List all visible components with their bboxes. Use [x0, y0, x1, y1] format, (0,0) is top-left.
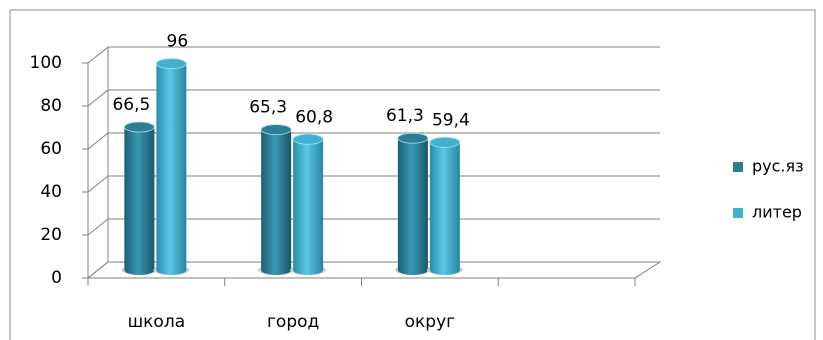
grid-diag [87, 46, 109, 64]
legend-label: рус.яз [752, 157, 804, 176]
grid-diag [87, 175, 109, 193]
bar [156, 63, 187, 275]
chart-frame [9, 9, 816, 340]
legend-label: литер [752, 203, 802, 222]
bar-top [429, 136, 461, 148]
bar-top [397, 132, 429, 144]
legend-swatch [733, 208, 743, 218]
grid-diag [87, 89, 109, 107]
y-tick-label: 80 [40, 96, 62, 116]
x-tick-label: школа [128, 312, 186, 332]
data-label: 66,5 [112, 95, 150, 115]
grid-diag [87, 218, 109, 236]
y-tick-label: 40 [40, 182, 62, 202]
bar [124, 127, 155, 276]
data-label: 59,4 [432, 110, 470, 130]
y-tick-label: 100 [30, 53, 62, 73]
data-label: 61,3 [386, 106, 424, 126]
data-label: 60,8 [295, 107, 333, 127]
data-label: 96 [167, 32, 189, 52]
grid-diag [87, 132, 109, 150]
y-tick-label: 20 [40, 225, 62, 245]
bar-top [292, 133, 324, 145]
y-tick-label: 0 [51, 268, 62, 288]
x-tick-label: город [267, 312, 319, 332]
legend-swatch [733, 162, 743, 172]
x-tick-label: округ [405, 312, 456, 332]
grid-diag [87, 261, 109, 279]
bar [429, 142, 460, 275]
bar-top [260, 124, 292, 136]
bar-top [155, 58, 187, 69]
data-label: 65,3 [249, 98, 287, 118]
bar [397, 138, 428, 275]
bar [293, 139, 324, 275]
legend: рус.яз литер [733, 157, 804, 222]
y-tick-label: 60 [40, 139, 62, 159]
bar-top [123, 121, 155, 133]
bar [261, 129, 292, 275]
